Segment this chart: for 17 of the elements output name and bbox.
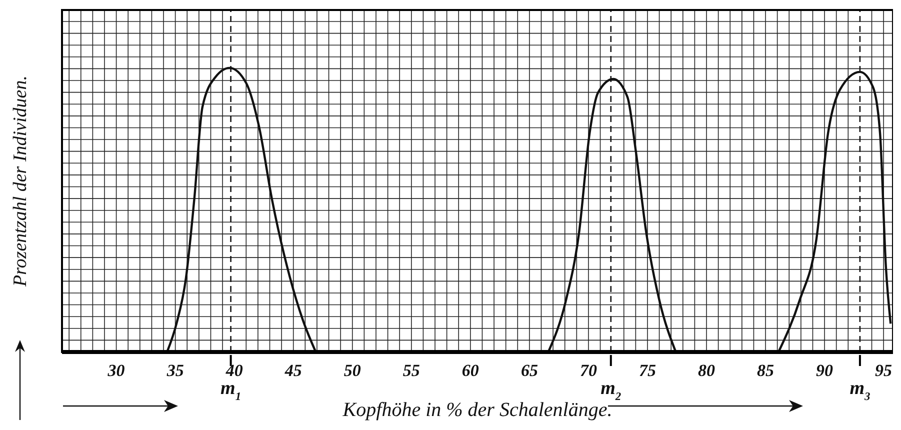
ref-line-label: m$_{3}$	[850, 378, 870, 403]
ref-line-label: m$_{1}$	[220, 378, 242, 403]
x-tick-label: 45	[284, 361, 302, 380]
x-tick-label: 85	[757, 361, 775, 380]
x-tick-label: 90	[816, 361, 834, 380]
x-tick-label: 70	[580, 361, 598, 380]
x-tick-label: 75	[638, 361, 656, 380]
x-tick-label: 55	[402, 361, 420, 380]
y-axis-title: Prozentzahl der Individuen.	[10, 76, 31, 288]
x-tick-label: 50	[344, 361, 362, 380]
x-tick-label: 30	[106, 361, 126, 380]
x-tick-label: 65	[520, 361, 538, 380]
x-tick-label: 80	[698, 361, 716, 380]
x-tick-label: 95	[875, 361, 893, 380]
x-tick-label: 40	[224, 361, 244, 380]
x-tick-label: 60	[462, 361, 480, 380]
x-tick-label: 35	[166, 361, 184, 380]
